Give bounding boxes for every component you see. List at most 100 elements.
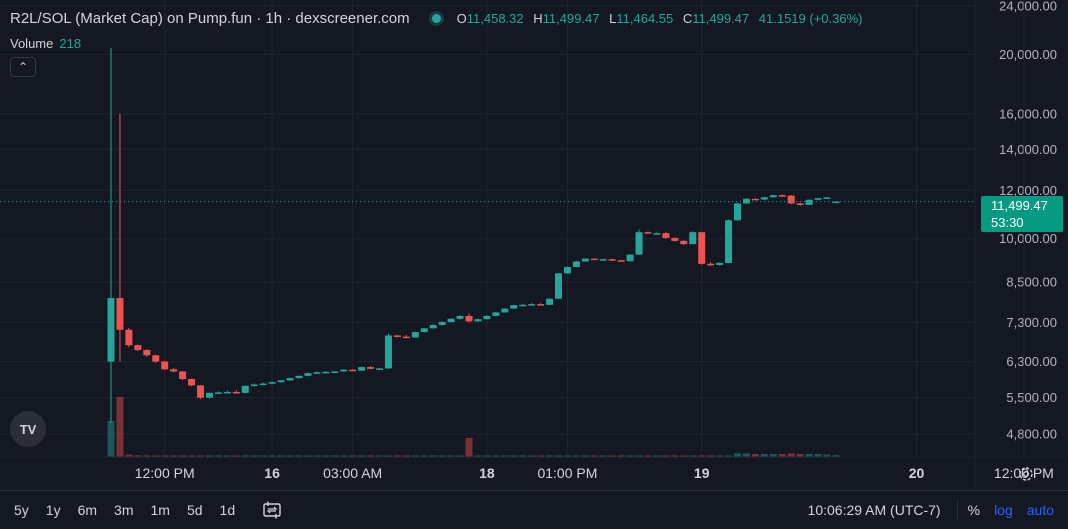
volume-bar [635, 455, 643, 457]
volume-bar [340, 455, 348, 457]
volume-bar [152, 455, 160, 457]
close-label: C [682, 11, 693, 26]
volume-bar [492, 455, 500, 457]
candle-body [322, 371, 330, 374]
volume-bar [474, 455, 482, 457]
x-tick-label: 18 [479, 465, 495, 481]
candle-body [832, 201, 840, 204]
percent-scale-toggle[interactable]: % [967, 502, 981, 518]
candle-body [778, 195, 786, 197]
candle-body [367, 367, 375, 369]
candle-body [268, 382, 276, 384]
volume-bar [662, 455, 670, 457]
volume-bar [769, 454, 777, 457]
candle-body [742, 198, 750, 204]
volume-legend: Volume 218 [10, 36, 81, 51]
volume-bar [268, 455, 276, 457]
high-value: 11,499.47 [542, 11, 600, 26]
bar-countdown: 53:30 [991, 215, 1024, 230]
volume-bar [742, 453, 750, 457]
x-tick-label: 16 [264, 465, 280, 481]
candle-body [653, 233, 661, 235]
y-tick-label: 7,300.00 [1006, 315, 1057, 330]
low-label: L [609, 11, 617, 26]
change-value: 41.1519 (+0.36%) [758, 11, 863, 26]
candle-body [465, 315, 473, 322]
volume-bar [313, 455, 321, 457]
chart-area[interactable]: 24,000.00 20,000.00 16,000.00 14,000.00 12,0… [0, 0, 1068, 490]
timezone-clock[interactable]: 10:06:29 AM (UTC-7) [807, 502, 941, 518]
candle-body [707, 263, 715, 266]
volume-bar [349, 455, 357, 457]
y-tick-label: 5,500.00 [1006, 390, 1057, 405]
tradingview-logo-icon[interactable]: TV [10, 411, 46, 447]
volume-bar [286, 455, 294, 457]
compare-icon[interactable] [261, 500, 283, 520]
collapse-legend-button[interactable]: ⌃ [10, 57, 36, 77]
volume-bar [814, 454, 822, 457]
candle-body [519, 304, 527, 307]
volume-bar [555, 455, 562, 457]
volume-bar [170, 455, 178, 457]
timeframe-5d[interactable]: 5d [186, 502, 203, 518]
candle-body [384, 335, 392, 369]
candle-body [179, 371, 187, 380]
volume-bar [501, 455, 509, 457]
candle-body [411, 332, 419, 338]
timeframe-5y[interactable]: 5y [14, 502, 29, 518]
timeframe-1y[interactable]: 1y [45, 502, 61, 518]
candle-body [492, 312, 500, 316]
candle-body [161, 361, 169, 370]
candle-body [393, 335, 401, 337]
volume-bar [447, 455, 455, 457]
volume-value: 218 [59, 36, 82, 51]
auto-scale-toggle[interactable]: auto [1026, 502, 1054, 518]
volume-bar [581, 455, 589, 457]
y-tick-label: 20,000.00 [999, 47, 1057, 62]
volume-bar [572, 455, 580, 457]
volume-bar [832, 455, 840, 457]
timeframe-1m[interactable]: 1m [150, 502, 170, 518]
volume-bar [707, 455, 715, 457]
open-value: 11,458.32 [466, 11, 524, 26]
volume-bar [367, 455, 375, 457]
volume-bar [232, 455, 240, 457]
candle-body [563, 267, 571, 274]
volume-bar [796, 454, 804, 457]
volume-bar [671, 455, 679, 457]
candle-body [734, 203, 741, 221]
timeframe-3m[interactable]: 3m [114, 502, 134, 518]
volume-bar [689, 455, 697, 457]
candle-body [796, 203, 804, 205]
chevron-up-icon: ⌃ [17, 60, 29, 74]
candle-body [546, 298, 554, 305]
toolbar-divider [956, 500, 958, 520]
volume-bar [125, 454, 133, 457]
candle-body [689, 232, 697, 245]
volume-bar [241, 455, 249, 457]
volume-bar [259, 455, 267, 457]
logo-text: TV [19, 421, 37, 437]
volume-bar [429, 455, 437, 457]
low-value: 11,464.55 [616, 11, 674, 26]
volume-bar [626, 455, 634, 457]
gear-icon[interactable] [1017, 465, 1035, 483]
candle-body [313, 372, 321, 374]
high-label: H [533, 11, 543, 26]
candle-body [814, 198, 822, 200]
candle-body [805, 199, 813, 205]
volume-bar [384, 455, 392, 457]
timeframe-1d[interactable]: 1d [219, 502, 236, 518]
y-tick-label: 4,800.00 [1006, 426, 1057, 441]
volume-bar [537, 455, 545, 457]
volume-bar [546, 455, 554, 457]
volume-bar [358, 455, 366, 457]
y-tick-label: 8,500.00 [1006, 274, 1057, 289]
candlestick-chart[interactable]: 24,000.00 20,000.00 16,000.00 14,000.00 12,0… [0, 0, 1068, 490]
candle-body [107, 298, 115, 362]
candle-body [134, 345, 142, 351]
volume-bar [653, 455, 661, 457]
timeframe-6m[interactable]: 6m [77, 502, 98, 518]
log-scale-toggle[interactable]: log [994, 502, 1013, 518]
y-tick-label: 14,000.00 [999, 142, 1057, 157]
